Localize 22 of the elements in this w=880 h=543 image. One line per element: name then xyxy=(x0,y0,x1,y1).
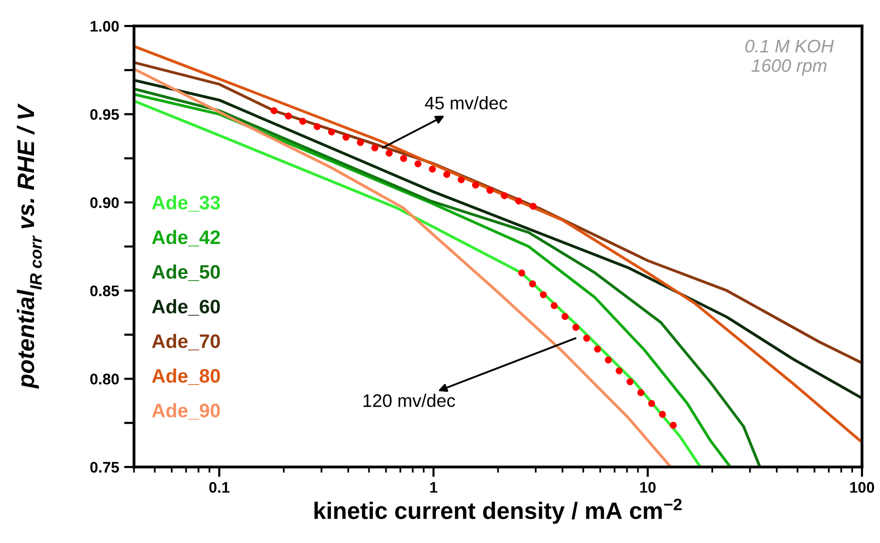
y-tick-label: 1.00 xyxy=(90,20,119,32)
x-axis-title: kinetic current density / mA cm$^{−2}$ xyxy=(314,498,682,524)
y-tick-label: 0.95 xyxy=(90,109,119,120)
x-tick-label: 0.1 xyxy=(209,482,230,493)
y-tick-label: 0.75 xyxy=(90,462,119,473)
text: Ade_70 xyxy=(152,334,220,350)
y-tick-label: 0.85 xyxy=(90,285,119,296)
annotation: 0.1 M KOH 1600 rpm xyxy=(745,40,834,76)
text: Ade_42 xyxy=(152,230,220,246)
text: Ade_60 xyxy=(152,299,220,316)
annotation: 120 mv/dec xyxy=(364,394,456,408)
y-tick-label: 0.80 xyxy=(90,374,119,384)
y-axis-title: potentialIR corr vs. RHE / V xyxy=(16,103,42,389)
x-tick-label: 100 xyxy=(850,482,874,493)
x-tick-label: 10 xyxy=(640,482,656,493)
y-tick-label: 0.90 xyxy=(90,197,119,208)
text: Ade_80 xyxy=(152,368,220,385)
text: Ade_90 xyxy=(152,403,220,420)
text: Ade_50 xyxy=(152,264,220,281)
x-tick-label: 1 xyxy=(430,482,438,493)
text: Ade_33 xyxy=(152,195,220,212)
annotation: 45 mv/dec xyxy=(424,96,508,110)
